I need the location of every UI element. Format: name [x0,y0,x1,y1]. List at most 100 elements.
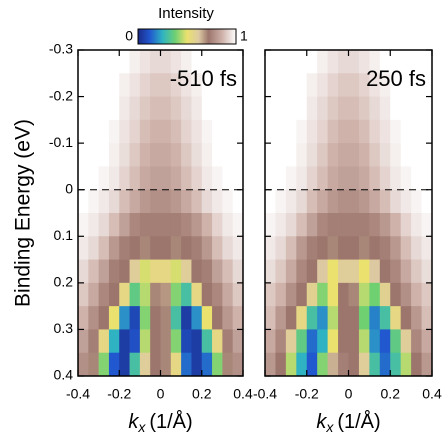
heatmap-cell [222,259,234,284]
heatmap-cell [201,73,213,97]
heatmap-cell [201,119,213,144]
heatmap-cell [265,259,276,284]
heatmap-cell [181,119,192,144]
heatmap-cell [411,50,422,74]
heatmap-cell [390,259,402,284]
heatmap-cell [232,73,244,97]
heatmap-cell [390,73,402,97]
x-tick-label: 0.2 [381,386,401,402]
heatmap-cell [150,143,161,167]
heatmap-cell [348,96,360,121]
heatmap-cell [98,236,110,260]
colorbar-tick-label: 1 [240,28,248,44]
heatmap-cell [338,50,349,74]
heatmap-cell [78,189,89,214]
heatmap-cell [390,236,402,260]
heatmap-cell [191,282,203,307]
heatmap-cell [119,166,130,191]
heatmap-cell [296,213,308,237]
heatmap-cell [338,213,349,237]
heatmap-cell [191,50,203,74]
heatmap-cell [265,166,276,191]
heatmap-cell [88,119,100,144]
heatmap-cell [129,259,141,284]
x-axis-label: kx (1/Å) [128,410,192,434]
heatmap-cell [306,96,318,121]
heatmap-cell [232,352,244,377]
heatmap-cell [232,96,244,121]
heatmap-cell [358,329,370,354]
heatmap-cell [369,143,381,167]
heatmap-cell [98,306,110,330]
heatmap-cell [160,73,172,97]
heatmap-cell [306,166,318,191]
heatmap-cell [265,213,276,237]
heatmap-cell [191,259,203,284]
heatmap-cell [181,143,192,167]
heatmap-cell [390,352,402,377]
heatmap-cell [369,306,381,330]
heatmap-cell [265,236,276,260]
heatmap-cell [358,50,370,74]
heatmap-cell [400,166,412,191]
heatmap-cell [358,213,370,237]
heatmap-cell [212,143,223,167]
heatmap-cell [348,143,360,167]
heatmap-cell [306,189,318,214]
heatmap-cell [170,73,182,97]
heatmap-cell [275,50,287,74]
heatmap-cell [317,236,329,260]
heatmap-cell [275,306,287,330]
heatmap-cell [191,73,203,97]
heatmap-cell [358,96,370,121]
heatmap-cell [119,73,130,97]
heatmap-cell [78,143,89,167]
heatmap-cell [222,96,234,121]
heatmap-cell [78,50,89,74]
heatmap-cell [411,73,422,97]
heatmap-cell [191,236,203,260]
heatmap-cell [139,329,151,354]
heatmap-cell [265,352,276,377]
heatmap-cell [265,282,276,307]
heatmap-cell [129,352,141,377]
heatmap-cell [411,352,422,377]
heatmap-cell [78,213,89,237]
heatmap-cell [327,189,339,214]
heatmap-cell [232,166,244,191]
heatmap-cell [317,352,329,377]
heatmap-cell [285,352,297,377]
heatmap-cell [201,329,213,354]
heatmap-cell [160,352,172,377]
heatmap-cell [296,143,308,167]
heatmap-cell [160,306,172,330]
heatmap-cell [88,236,100,260]
heatmap-cell [285,236,297,260]
heatmap-cell [296,352,308,377]
heatmap-cell [296,50,308,74]
heatmap-cell [358,119,370,144]
heatmap-cell [411,236,422,260]
heatmap-cell [400,352,412,377]
heatmap-cell [379,96,391,121]
heatmap-cell [150,119,161,144]
heatmap-cell [170,259,182,284]
heatmap-cell [348,213,360,237]
heatmap-cell [338,352,349,377]
heatmap-cell [98,166,110,191]
heatmap-cell [78,96,89,121]
heatmap-cell [265,189,276,214]
heatmap-cell [222,143,234,167]
heatmap-cell [400,96,412,121]
heatmap-cell [400,306,412,330]
heatmap-cell [98,329,110,354]
heatmap-cell [317,73,329,97]
heatmap-cell [400,73,412,97]
heatmap-cell [212,259,223,284]
heatmap-cell [212,166,223,191]
heatmap-cell [222,236,234,260]
heatmap-cell [201,166,213,191]
heatmap-cell [119,259,130,284]
heatmap-cell [327,143,339,167]
heatmap-cell [338,73,349,97]
